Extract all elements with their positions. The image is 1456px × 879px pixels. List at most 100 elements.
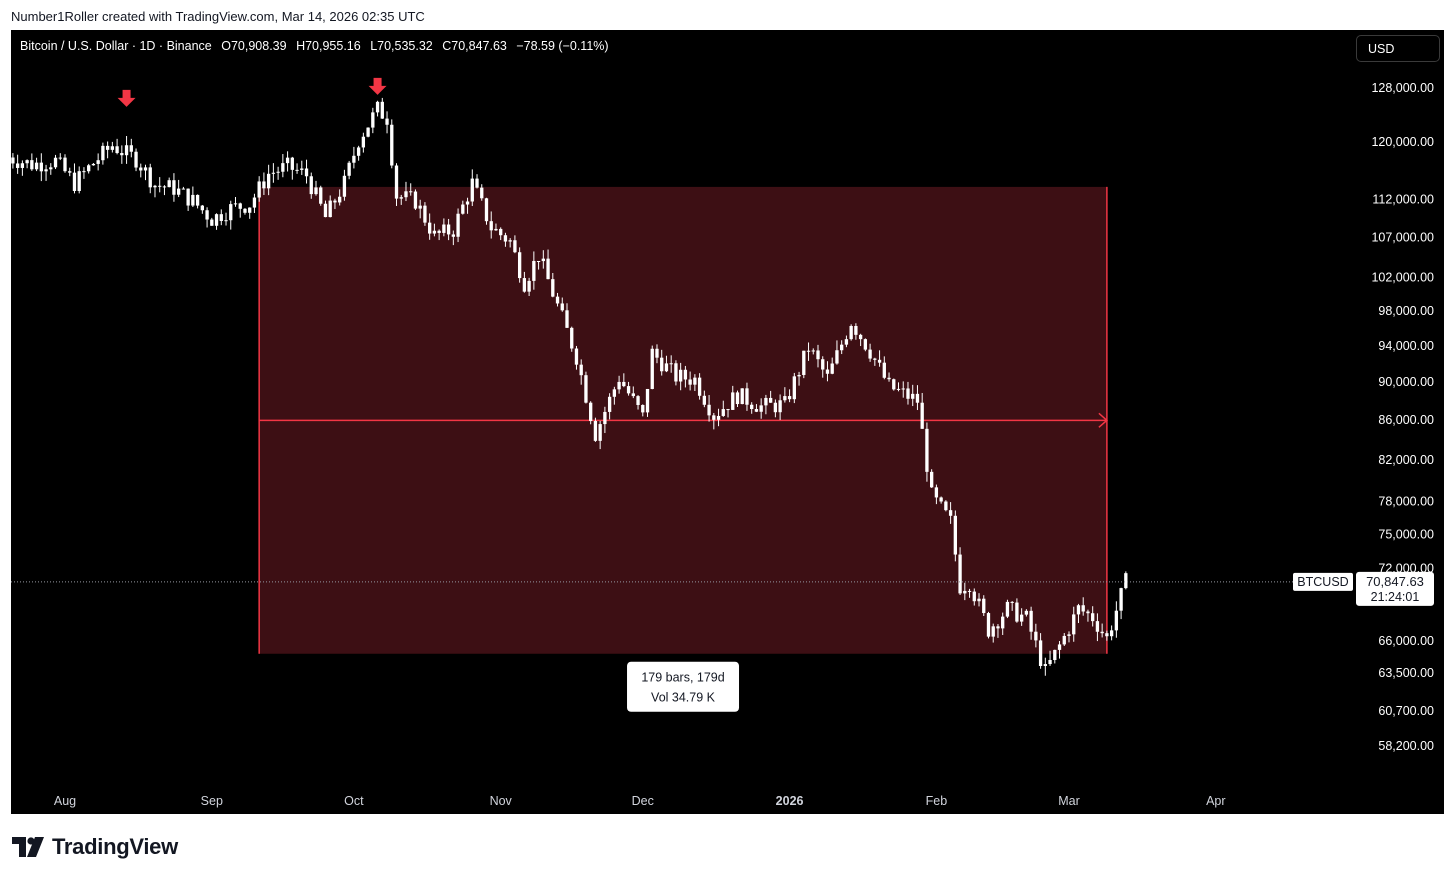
candle-body [527, 280, 531, 292]
candle-body [238, 203, 242, 209]
candle-body [503, 235, 508, 242]
candle-body [461, 204, 465, 214]
candle [626, 381, 631, 396]
candle-body [1048, 660, 1052, 665]
price-axis-label: 60,700.00 [1378, 704, 1434, 718]
candle [688, 371, 692, 391]
candle [15, 154, 20, 174]
candle [934, 484, 939, 505]
currency-button[interactable]: USD [1356, 35, 1440, 62]
candle [517, 247, 522, 283]
candle-body [20, 163, 25, 168]
candle [702, 390, 706, 408]
candle [887, 372, 891, 382]
candle [570, 326, 574, 352]
candle [214, 213, 219, 230]
candle [404, 181, 408, 202]
candle-body [967, 590, 972, 592]
candle-body [892, 379, 896, 390]
candle [541, 250, 545, 269]
date-range-zone [258, 186, 1109, 654]
candle [276, 166, 280, 180]
candle [764, 394, 768, 415]
candle [858, 333, 863, 347]
candle-body [101, 145, 105, 161]
candle-body [262, 181, 266, 189]
candle-body [589, 402, 593, 421]
candle-body [87, 165, 91, 172]
price-chart[interactable]: 128,000.00 120,000.00 112,000.00 107,000.00… [11, 30, 1444, 814]
candle [304, 159, 309, 184]
candle [143, 164, 148, 181]
candle-body [224, 220, 228, 222]
candle [63, 154, 67, 173]
candle-body [480, 187, 484, 199]
candle-body [863, 339, 868, 350]
candle-body [437, 230, 441, 233]
tradingview-logo: TradingView [12, 834, 178, 860]
candle [645, 388, 650, 417]
candle-body [930, 471, 934, 488]
candle [49, 163, 53, 175]
candle [413, 189, 418, 210]
chart-panel[interactable]: 128,000.00 120,000.00 112,000.00 107,000.00… [11, 30, 1444, 814]
candle [603, 406, 607, 434]
candle-body [91, 163, 96, 166]
candle [873, 357, 877, 366]
candle [555, 292, 560, 307]
candle [1019, 608, 1024, 626]
candle [1043, 657, 1047, 676]
candle-body [972, 591, 976, 602]
candle [532, 251, 536, 290]
candle [617, 375, 621, 394]
candle [68, 167, 72, 177]
candle-body [612, 389, 617, 397]
candle-body [418, 205, 422, 209]
candle [683, 365, 688, 388]
measure-box-line2: Vol 34.79 K [651, 691, 716, 705]
candle [1062, 633, 1066, 646]
candle [172, 173, 176, 202]
candle [1100, 623, 1104, 638]
candle-body [489, 221, 493, 231]
candle-body [120, 153, 124, 156]
candle [787, 389, 792, 403]
candle [1048, 650, 1052, 666]
candle [882, 356, 886, 380]
candle [1081, 597, 1085, 616]
candle-body [300, 168, 304, 170]
candle [314, 180, 318, 196]
candle-body [650, 348, 654, 389]
candle [271, 163, 276, 183]
candle-body [764, 397, 768, 406]
candle-body [958, 554, 962, 594]
candle-body [565, 310, 569, 328]
ohlc-high: H70,955.16 [296, 39, 361, 53]
candle [522, 271, 527, 293]
candle-body [607, 396, 612, 412]
candle [707, 395, 711, 422]
candle-body [338, 196, 342, 203]
candle [120, 145, 124, 164]
candle-body [58, 157, 62, 159]
candle [44, 164, 48, 181]
candle-body [1034, 631, 1038, 641]
candle-body [982, 598, 986, 614]
time-axis-label: Nov [490, 794, 513, 808]
candle [584, 371, 588, 404]
candle-body [139, 167, 143, 171]
candle-body [34, 162, 39, 170]
candle-body [177, 188, 181, 195]
candle [342, 169, 347, 201]
candle [607, 393, 612, 420]
candle [735, 390, 740, 408]
candle [948, 502, 953, 524]
candle [783, 387, 787, 403]
candle [328, 195, 332, 218]
candle-body [39, 162, 43, 172]
candle-body [1100, 631, 1104, 634]
candle-body [53, 157, 58, 168]
candle [892, 378, 896, 391]
time-axis-label: Sep [201, 794, 223, 808]
candle [262, 172, 266, 195]
